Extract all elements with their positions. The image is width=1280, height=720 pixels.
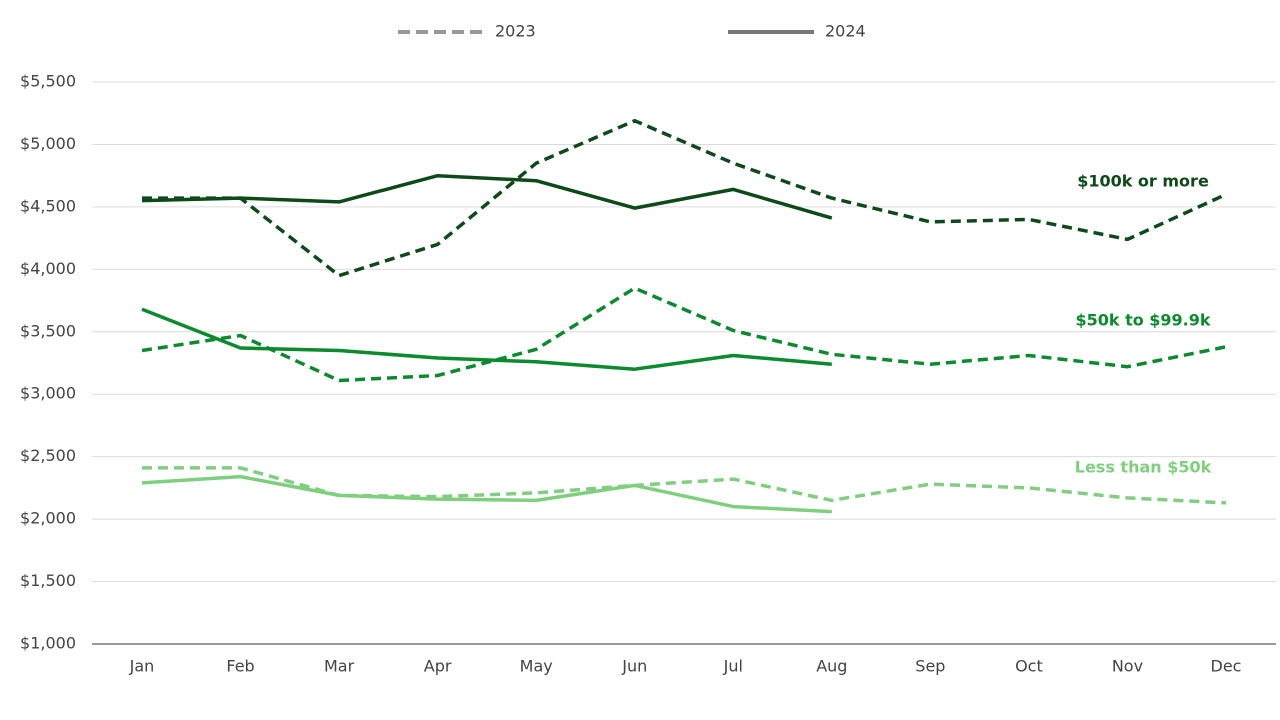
x-tick-label: Oct xyxy=(1015,657,1043,676)
x-tick-label: Nov xyxy=(1112,657,1143,676)
x-tick-label: Mar xyxy=(324,657,355,676)
x-tick-label: Jul xyxy=(723,657,743,676)
x-tick-label: Dec xyxy=(1211,657,1242,676)
legend-label: 2024 xyxy=(825,22,866,41)
y-tick-label: $3,500 xyxy=(20,321,76,340)
y-tick-label: $3,000 xyxy=(20,384,76,403)
y-tick-label: $4,000 xyxy=(20,259,76,278)
y-tick-label: $5,000 xyxy=(20,134,76,153)
series-label: $100k or more xyxy=(1077,172,1209,191)
x-tick-label: Apr xyxy=(424,657,452,676)
line-series xyxy=(141,307,832,371)
line-series xyxy=(141,286,1227,383)
y-tick-label: $4,500 xyxy=(20,196,76,215)
x-tick-label: Aug xyxy=(816,657,847,676)
y-tick-label: $1,500 xyxy=(20,571,76,590)
x-tick-label: May xyxy=(520,657,553,676)
y-tick-label: $1,000 xyxy=(20,634,76,653)
y-tick-label: $2,000 xyxy=(20,509,76,528)
line-series xyxy=(142,118,1227,278)
x-tick-label: Jun xyxy=(621,657,647,676)
legend-label: 2023 xyxy=(495,22,536,41)
series-label: $50k to $99.9k xyxy=(1075,311,1210,330)
y-tick-label: $5,500 xyxy=(20,72,76,91)
x-tick-label: Jan xyxy=(129,657,155,676)
y-tick-label: $2,500 xyxy=(20,446,76,465)
line-series xyxy=(141,474,832,514)
x-tick-label: Sep xyxy=(915,657,945,676)
line-series xyxy=(141,173,833,220)
x-tick-label: Feb xyxy=(226,657,254,676)
series-label: Less than $50k xyxy=(1075,458,1212,477)
